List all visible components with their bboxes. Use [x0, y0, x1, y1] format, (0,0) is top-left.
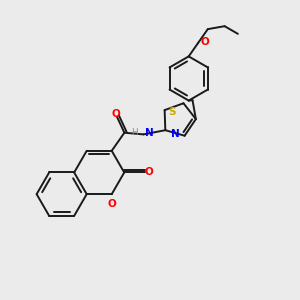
Text: N: N — [145, 128, 154, 138]
Text: O: O — [111, 109, 120, 118]
Text: O: O — [107, 199, 116, 208]
Text: N: N — [172, 129, 180, 139]
Text: H: H — [131, 128, 138, 136]
Text: O: O — [200, 37, 209, 47]
Text: S: S — [168, 106, 176, 117]
Text: O: O — [144, 167, 153, 178]
